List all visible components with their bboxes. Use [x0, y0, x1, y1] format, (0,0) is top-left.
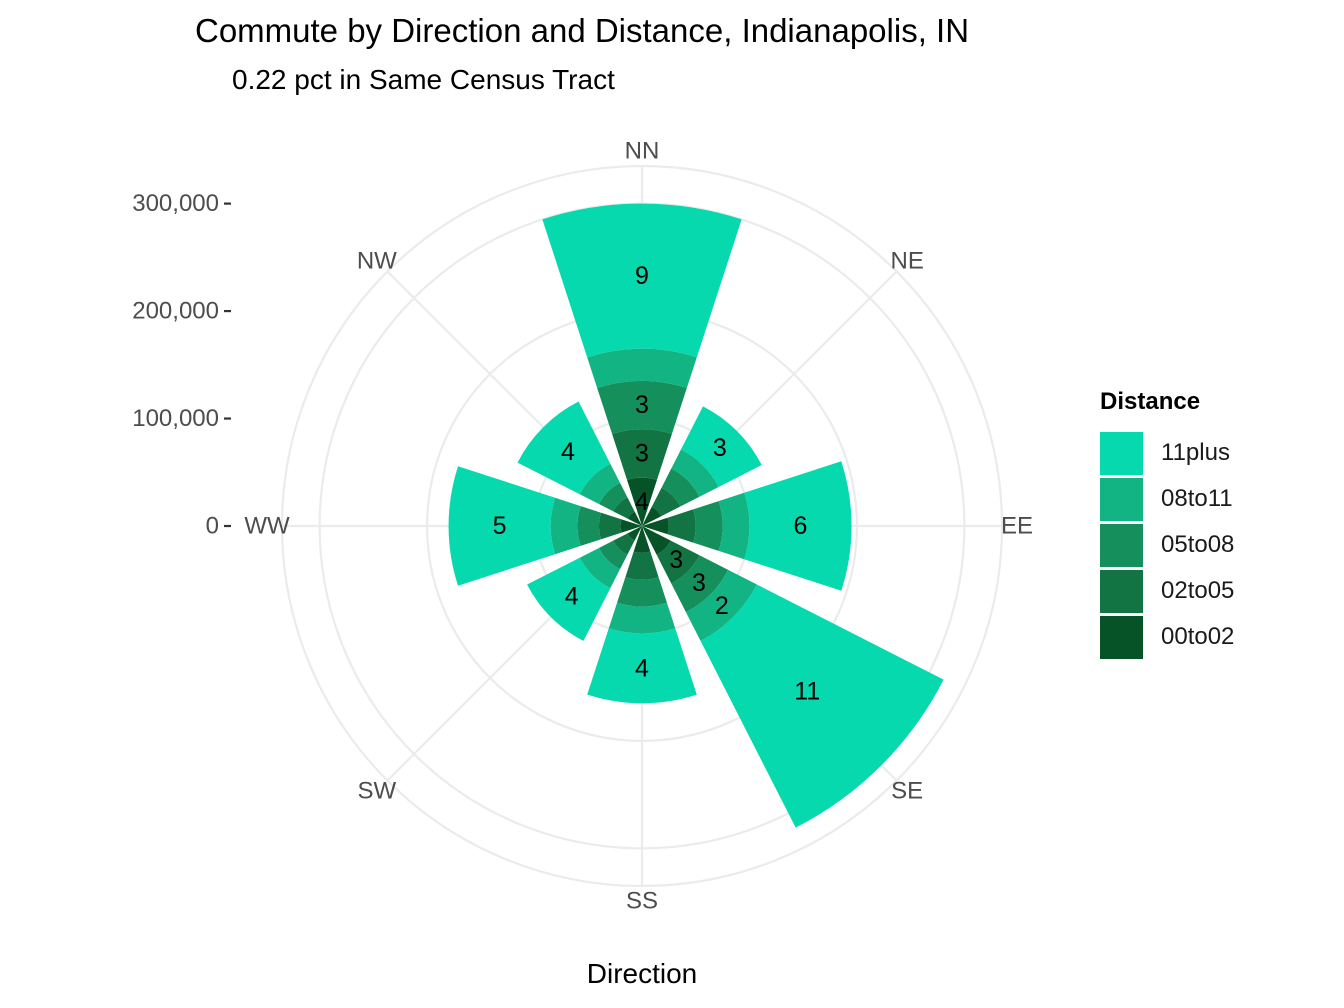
bar-nw-11plus: [517, 401, 611, 495]
bar-sw-11plus: [527, 557, 611, 641]
category-label-se: SE: [891, 778, 923, 805]
bar-nn-05to08: [597, 380, 687, 435]
data-label-se-02to05: 3: [669, 546, 683, 574]
legend-item-05to08: 05to08: [1100, 522, 1234, 568]
bar-ww-11plus: [448, 466, 556, 586]
bar-ss-08to11: [608, 602, 676, 634]
data-label-ee-11plus: 6: [794, 512, 808, 540]
radial-tick-label: 300,000: [132, 190, 219, 217]
data-label-sw-11plus: 4: [565, 582, 579, 610]
legend-label: 11plus: [1161, 439, 1230, 466]
bar-ee-00to02: [642, 517, 669, 535]
bar-ss-00to02: [633, 526, 651, 553]
legend-swatch: [1100, 569, 1143, 613]
legend-label: 08to11: [1161, 485, 1233, 512]
radial-tick-label: 100,000: [132, 405, 219, 432]
bar-nw-02to05: [613, 497, 635, 519]
bar-ww-02to05: [599, 512, 622, 540]
bar-sw-05to08: [598, 540, 628, 570]
data-label-ss-11plus: 4: [635, 654, 649, 682]
category-label-nw: NW: [357, 247, 397, 274]
bar-se-00to02: [642, 526, 671, 555]
category-label-nn: NN: [625, 138, 660, 165]
bar-se-11plus: [700, 584, 944, 828]
legend-item-08to11: 08to11: [1100, 476, 1234, 522]
category-label-ne: NE: [890, 247, 923, 274]
data-label-nn-11plus: 9: [635, 262, 649, 290]
bar-ss-05to08: [617, 577, 667, 607]
legend-swatch: [1100, 523, 1143, 567]
legend-title: Distance: [1100, 388, 1201, 415]
legend: Distance 11plus 08to11 05to08 02to05 00to02: [1100, 388, 1234, 660]
bar-nw-05to08: [598, 482, 628, 512]
bar-nn-02to05: [612, 429, 672, 481]
category-label-ee: EE: [1001, 513, 1033, 540]
radial-tick-label: 0: [206, 513, 219, 540]
legend-item-00to02: 00to02: [1100, 614, 1234, 660]
bar-ee-02to05: [667, 509, 696, 543]
bar-sw-08to11: [579, 547, 621, 589]
bar-nn-00to02: [627, 477, 657, 526]
data-label-nn-00to02: 4: [635, 488, 649, 516]
data-label-nw-11plus: 4: [561, 438, 575, 466]
legend-swatch: [1100, 615, 1143, 659]
axis-layer: NN NE EE SE SS SW WW NW 0 100,000 200,000 300,000: [132, 138, 1033, 915]
data-label-ne-11plus: 3: [713, 434, 727, 462]
bars-layer: [448, 203, 944, 828]
bar-ne-05to08: [661, 468, 700, 507]
bar-nw-00to02: [627, 511, 642, 526]
legend-label: 00to02: [1161, 623, 1235, 650]
data-label-se-05to08: 3: [692, 569, 706, 597]
legend-label: 02to05: [1161, 577, 1235, 604]
bar-nw-08to11: [579, 463, 621, 505]
bar-ee-08to11: [718, 492, 750, 560]
data-label-se-08to11: 2: [715, 592, 729, 620]
bar-se-05to08: [671, 555, 729, 613]
bar-se-08to11: [685, 569, 757, 641]
bar-ww-05to08: [577, 506, 602, 546]
bar-ee-11plus: [744, 461, 852, 591]
legend-swatch: [1100, 477, 1143, 521]
bar-nn-11plus: [542, 203, 742, 358]
radial-tick-label: 200,000: [132, 298, 219, 325]
data-label-ww-11plus: 5: [493, 512, 507, 540]
category-label-ww: WW: [244, 513, 290, 540]
bar-ee-05to08: [693, 501, 723, 551]
bar-ss-02to05: [625, 551, 659, 580]
bar-ww-00to02: [620, 519, 642, 533]
chart-subtitle: 0.22 pct in Same Census Tract: [232, 64, 615, 95]
bar-ne-11plus: [681, 406, 762, 487]
bar-sw-02to05: [613, 533, 635, 555]
legend-items: 11plus 08to11 05to08 02to05 00to02: [1100, 430, 1234, 660]
bar-ne-00to02: [642, 506, 662, 526]
x-axis-title: Direction: [586, 958, 698, 989]
legend-item-02to05: 02to05: [1100, 568, 1234, 614]
data-label-nn-05to08: 3: [635, 391, 649, 419]
chart-title: Commute by Direction and Distance, India…: [195, 12, 970, 49]
data-label-se-11plus: 11: [794, 677, 820, 705]
data-label-nn-02to05: 3: [635, 439, 649, 467]
bar-se-02to05: [656, 540, 700, 584]
bar-nn-08to11: [587, 348, 697, 389]
bar-ss-11plus: [587, 628, 697, 704]
legend-label: 05to08: [1161, 531, 1235, 558]
legend-swatch: [1100, 431, 1143, 475]
bar-sw-00to02: [627, 526, 642, 541]
legend-item-11plus: 11plus: [1100, 430, 1234, 476]
bar-ne-02to05: [651, 487, 681, 517]
bar-ww-08to11: [550, 497, 581, 555]
category-label-ss: SS: [626, 888, 658, 915]
bar-ne-08to11: [671, 449, 719, 497]
category-label-sw: SW: [357, 778, 396, 805]
